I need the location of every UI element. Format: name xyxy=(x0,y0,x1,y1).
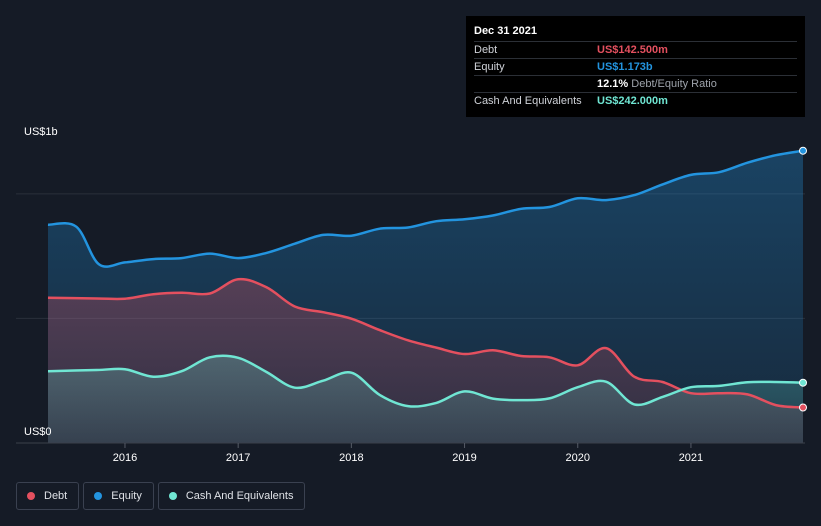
x-tick-label: 2018 xyxy=(339,452,363,464)
x-tick-label: 2017 xyxy=(226,452,250,464)
tooltip-cash-value: US$242.000m xyxy=(597,95,668,107)
legend-cash-label: Cash And Equivalents xyxy=(185,490,294,502)
tooltip-cash-label: Cash And Equivalents xyxy=(474,95,582,107)
legend-equity-label: Equity xyxy=(111,490,142,502)
x-tick-label: 2021 xyxy=(679,452,703,464)
tooltip-row-cash: Cash And Equivalents US$242.000m xyxy=(474,92,797,109)
tooltip-row-equity: Equity US$1.173b xyxy=(474,58,797,75)
tooltip-date: Dec 31 2021 xyxy=(474,25,537,37)
cash-and-equivalents-end-marker xyxy=(799,378,807,387)
x-tick-label: 2016 xyxy=(113,452,137,464)
cash-and-equivalents-line xyxy=(47,354,804,408)
legend-item-equity[interactable]: Equity xyxy=(83,482,154,510)
cash-dot-icon xyxy=(168,492,177,500)
cash-and-equivalents-area xyxy=(48,355,803,443)
y-axis-bottom-label: US$0 xyxy=(24,426,52,438)
tooltip-row-ratio: 12.1% Debt/Equity Ratio xyxy=(474,75,797,92)
x-tick-label: 2019 xyxy=(452,452,476,464)
y-axis-top-label: US$1b xyxy=(24,126,58,138)
legend: Debt Equity Cash And Equivalents xyxy=(16,482,309,510)
x-tick-label: 2020 xyxy=(566,452,590,464)
tooltip-debt-label: Debt xyxy=(474,44,498,56)
equity-end-marker xyxy=(799,146,807,155)
debt-dot-icon xyxy=(27,492,35,500)
tooltip-equity-value: US$1.173b xyxy=(597,61,653,73)
legend-item-debt[interactable]: Debt xyxy=(16,482,80,510)
equity-line xyxy=(47,149,804,268)
tooltip-debt-value: US$142.500m xyxy=(597,44,668,56)
tooltip-ratio-suffix: Debt/Equity Ratio xyxy=(631,78,717,90)
tooltip-ratio-label xyxy=(474,76,597,92)
equity-dot-icon xyxy=(94,492,103,500)
tooltip-panel: Dec 31 2021 Debt US$142.500m Equity US$1… xyxy=(466,16,805,117)
legend-debt-label: Debt xyxy=(44,490,68,502)
tooltip-ratio-value: 12.1% xyxy=(597,78,629,90)
tooltip-row-debt: Debt US$142.500m xyxy=(474,41,797,58)
debt-end-marker xyxy=(799,403,807,412)
legend-item-cash[interactable]: Cash And Equivalents xyxy=(157,482,306,510)
tooltip-equity-label: Equity xyxy=(474,61,505,73)
